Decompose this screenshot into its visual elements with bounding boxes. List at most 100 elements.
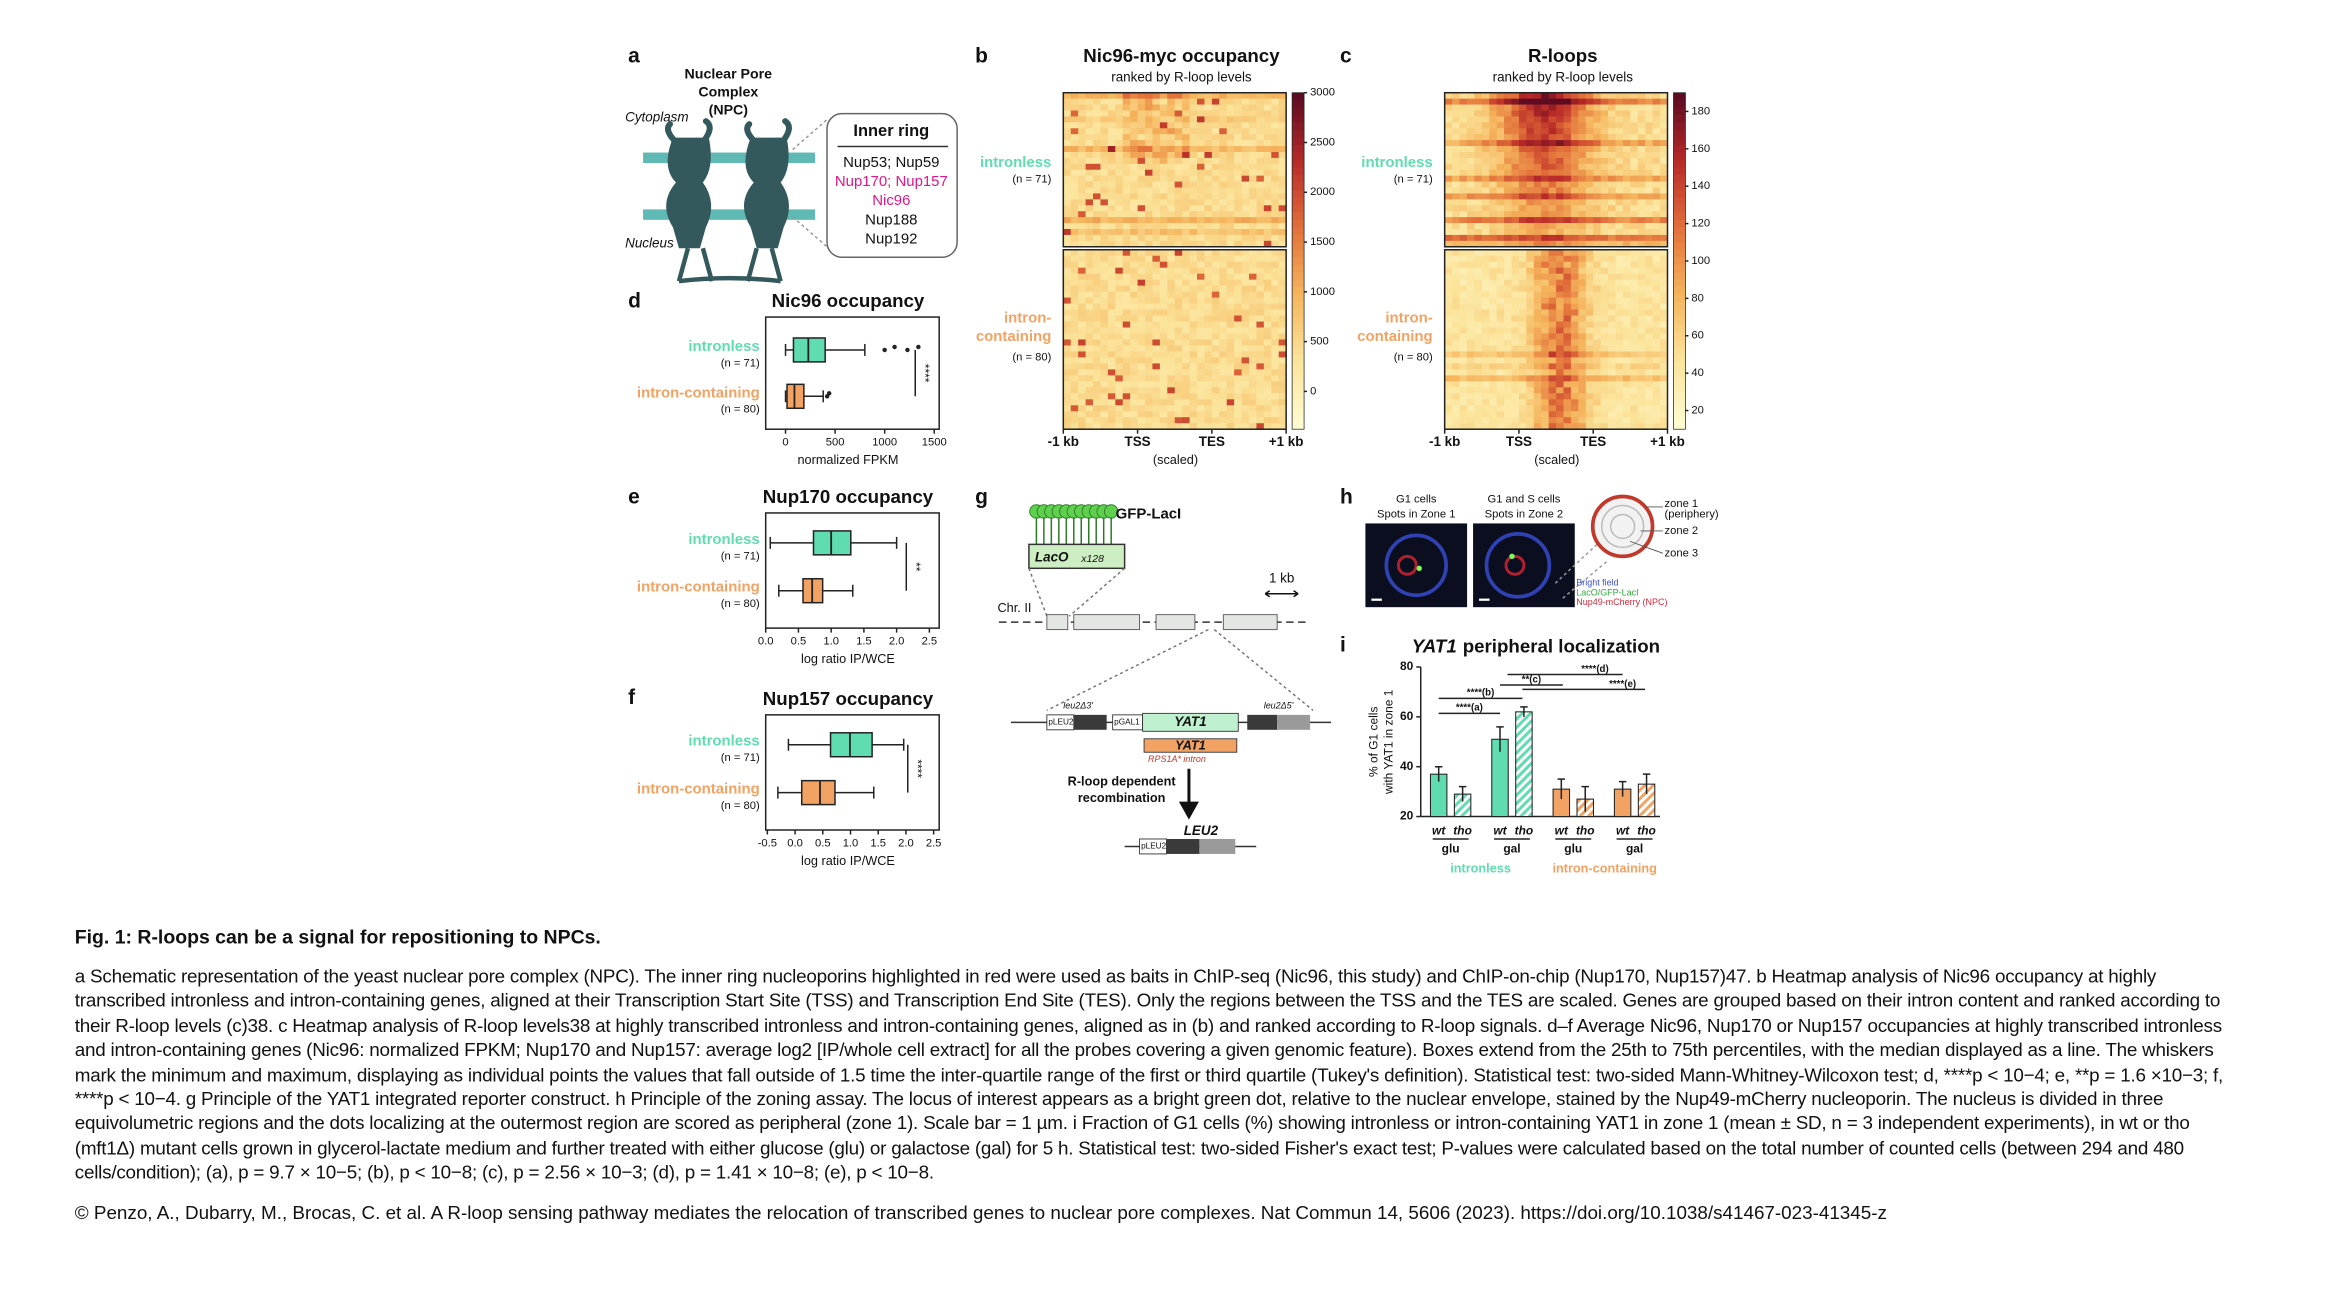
heatmap-cell — [1489, 285, 1498, 293]
heatmap-cell — [1504, 255, 1512, 263]
heatmap-cell — [1474, 104, 1483, 111]
heatmap-cell — [1660, 405, 1668, 412]
heatmap-cell — [1548, 315, 1557, 322]
heatmap-cell — [1093, 267, 1101, 275]
heatmap-cell — [1152, 375, 1161, 382]
heatmap-cell — [1241, 297, 1250, 305]
heatmap-cell — [1489, 234, 1498, 242]
heatmap-cell — [1474, 423, 1483, 430]
heatmap-cell — [1622, 110, 1631, 117]
heatmap-cell — [1645, 279, 1654, 287]
heatmap-cell — [1122, 345, 1131, 352]
heatmap-cell — [1608, 381, 1616, 388]
heatmap-cell — [1541, 249, 1550, 257]
heatmap-cell — [1452, 321, 1460, 328]
heatmap-cell — [1115, 423, 1124, 430]
heatmap-cell — [1130, 151, 1139, 159]
colorbar-tick-label: 0 — [1310, 385, 1316, 397]
heatmap-cell — [1219, 417, 1228, 424]
heatmap-cell — [1070, 303, 1079, 311]
heatmap-cell — [1652, 291, 1661, 299]
heatmap-cell — [1263, 181, 1272, 188]
heatmap-cell — [1107, 157, 1116, 165]
heatmap-cell — [1115, 261, 1124, 269]
heatmap-cell — [1511, 240, 1520, 248]
heatmap-cell — [1608, 405, 1616, 412]
heatmap-cell — [1459, 240, 1468, 248]
heatmap-cell — [1660, 255, 1668, 263]
heatmap-cell — [1197, 240, 1205, 248]
heatmap-cell — [1541, 339, 1550, 346]
heatmap-cell — [1204, 181, 1213, 188]
heatmap-cell — [1115, 381, 1124, 388]
heatmap-cell — [1578, 98, 1587, 106]
heatmap-cell — [1518, 303, 1527, 311]
heatmap-cell — [1241, 345, 1250, 352]
heatmap-cell — [1278, 309, 1287, 317]
heatmap-cell — [1115, 387, 1124, 394]
heatmap-cell — [1093, 309, 1101, 317]
heatmap-cell — [1271, 321, 1280, 328]
heatmap-cell — [1107, 381, 1116, 388]
heatmap-cell — [1570, 405, 1579, 412]
heatmap-cell — [1100, 240, 1109, 248]
heatmap-cell — [1622, 240, 1631, 248]
heatmap-cell — [1504, 411, 1512, 418]
heatmap-cell — [1593, 134, 1602, 141]
heatmap-cell — [1556, 92, 1564, 100]
heatmap-cell — [1063, 163, 1072, 171]
heatmap-cell — [1452, 98, 1460, 106]
heatmap-cell — [1256, 228, 1265, 236]
heatmap-cell — [1459, 199, 1468, 206]
heatmap-cell — [1563, 399, 1572, 406]
heatmap-cell — [1660, 351, 1668, 358]
colorbar-segment — [1673, 130, 1686, 139]
heatmap-cell — [1630, 187, 1639, 194]
heatmap-cell — [1452, 140, 1460, 147]
y-axis-label: with YAT1 in zone 1 — [1381, 689, 1395, 795]
heatmap-cell — [1078, 303, 1087, 311]
heatmap-cell — [1526, 128, 1535, 135]
heatmap-cell — [1249, 363, 1257, 370]
heatmap-cell — [1474, 309, 1483, 317]
colorbar-segment — [1292, 257, 1305, 266]
heatmap-cell — [1256, 169, 1265, 177]
heatmap-cell — [1078, 146, 1087, 153]
heatmap-cell — [1615, 223, 1624, 230]
colorbar-tick-label: 2000 — [1310, 186, 1335, 198]
heatmap-cell — [1100, 157, 1109, 165]
heatmap-cell — [1652, 228, 1661, 236]
heatmap-cell — [1600, 157, 1609, 165]
heatmap-cell — [1211, 199, 1220, 206]
heatmap-cell — [1249, 240, 1257, 248]
zoom-lines — [1046, 628, 1314, 712]
heatmap-cell — [1100, 333, 1109, 340]
heatmap-cell — [1219, 375, 1228, 382]
heatmap-cell — [1459, 157, 1468, 165]
heatmap-cell — [1182, 255, 1191, 263]
heatmap-cell — [1211, 393, 1220, 400]
heatmap-cell — [1452, 333, 1460, 340]
heatmap-cell — [1174, 345, 1183, 352]
heatmap-cell — [1182, 261, 1191, 269]
colorbar-segment — [1673, 287, 1686, 296]
heatmap-cell — [1093, 234, 1101, 242]
strain-label: wt — [1616, 824, 1630, 838]
heatmap-cell — [1197, 411, 1205, 418]
heatmap-cell — [1241, 381, 1250, 388]
heatmap-cell — [1585, 339, 1594, 346]
heatmap-cell — [1226, 309, 1235, 317]
heatmap-cell — [1533, 122, 1542, 129]
colorbar-segment — [1292, 100, 1305, 109]
heatmap-cell — [1459, 122, 1468, 129]
heatmap-cell — [1459, 345, 1468, 352]
heatmap-cell — [1660, 240, 1668, 248]
heatmap-cell — [1481, 339, 1490, 346]
heatmap-cell — [1518, 223, 1527, 230]
heatmap-cell — [1278, 261, 1287, 269]
heatmap-cell — [1518, 151, 1527, 159]
heatmap-cell — [1263, 163, 1272, 171]
heatmap-cell — [1474, 273, 1483, 281]
heatmap-cell — [1152, 199, 1161, 206]
element-label: leu2Δ3' — [1063, 700, 1093, 710]
